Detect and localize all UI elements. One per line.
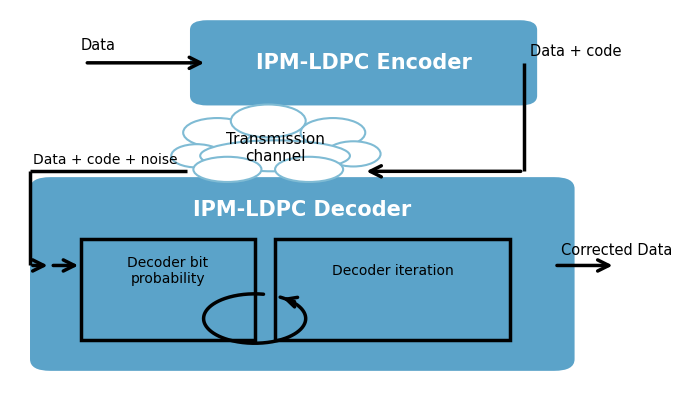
Text: Corrected Data: Corrected Data — [561, 243, 672, 258]
Ellipse shape — [172, 144, 223, 167]
Text: Data: Data — [81, 38, 116, 53]
Text: Transmission
channel: Transmission channel — [225, 132, 325, 164]
Text: Data + code + noise: Data + code + noise — [34, 153, 178, 167]
Text: IPM-LDPC Encoder: IPM-LDPC Encoder — [256, 53, 472, 73]
FancyBboxPatch shape — [30, 177, 575, 371]
Ellipse shape — [231, 105, 306, 138]
Ellipse shape — [200, 140, 350, 171]
Ellipse shape — [275, 157, 343, 182]
Text: Decoder iteration: Decoder iteration — [332, 264, 454, 278]
FancyBboxPatch shape — [275, 239, 510, 340]
Ellipse shape — [193, 157, 262, 182]
Ellipse shape — [300, 118, 365, 147]
FancyBboxPatch shape — [190, 20, 537, 105]
Text: Decoder bit
probability: Decoder bit probability — [127, 256, 209, 286]
FancyBboxPatch shape — [81, 239, 255, 340]
Ellipse shape — [326, 141, 381, 167]
Text: Data + code: Data + code — [531, 44, 622, 59]
Ellipse shape — [183, 118, 251, 147]
Text: IPM-LDPC Decoder: IPM-LDPC Decoder — [193, 200, 412, 220]
